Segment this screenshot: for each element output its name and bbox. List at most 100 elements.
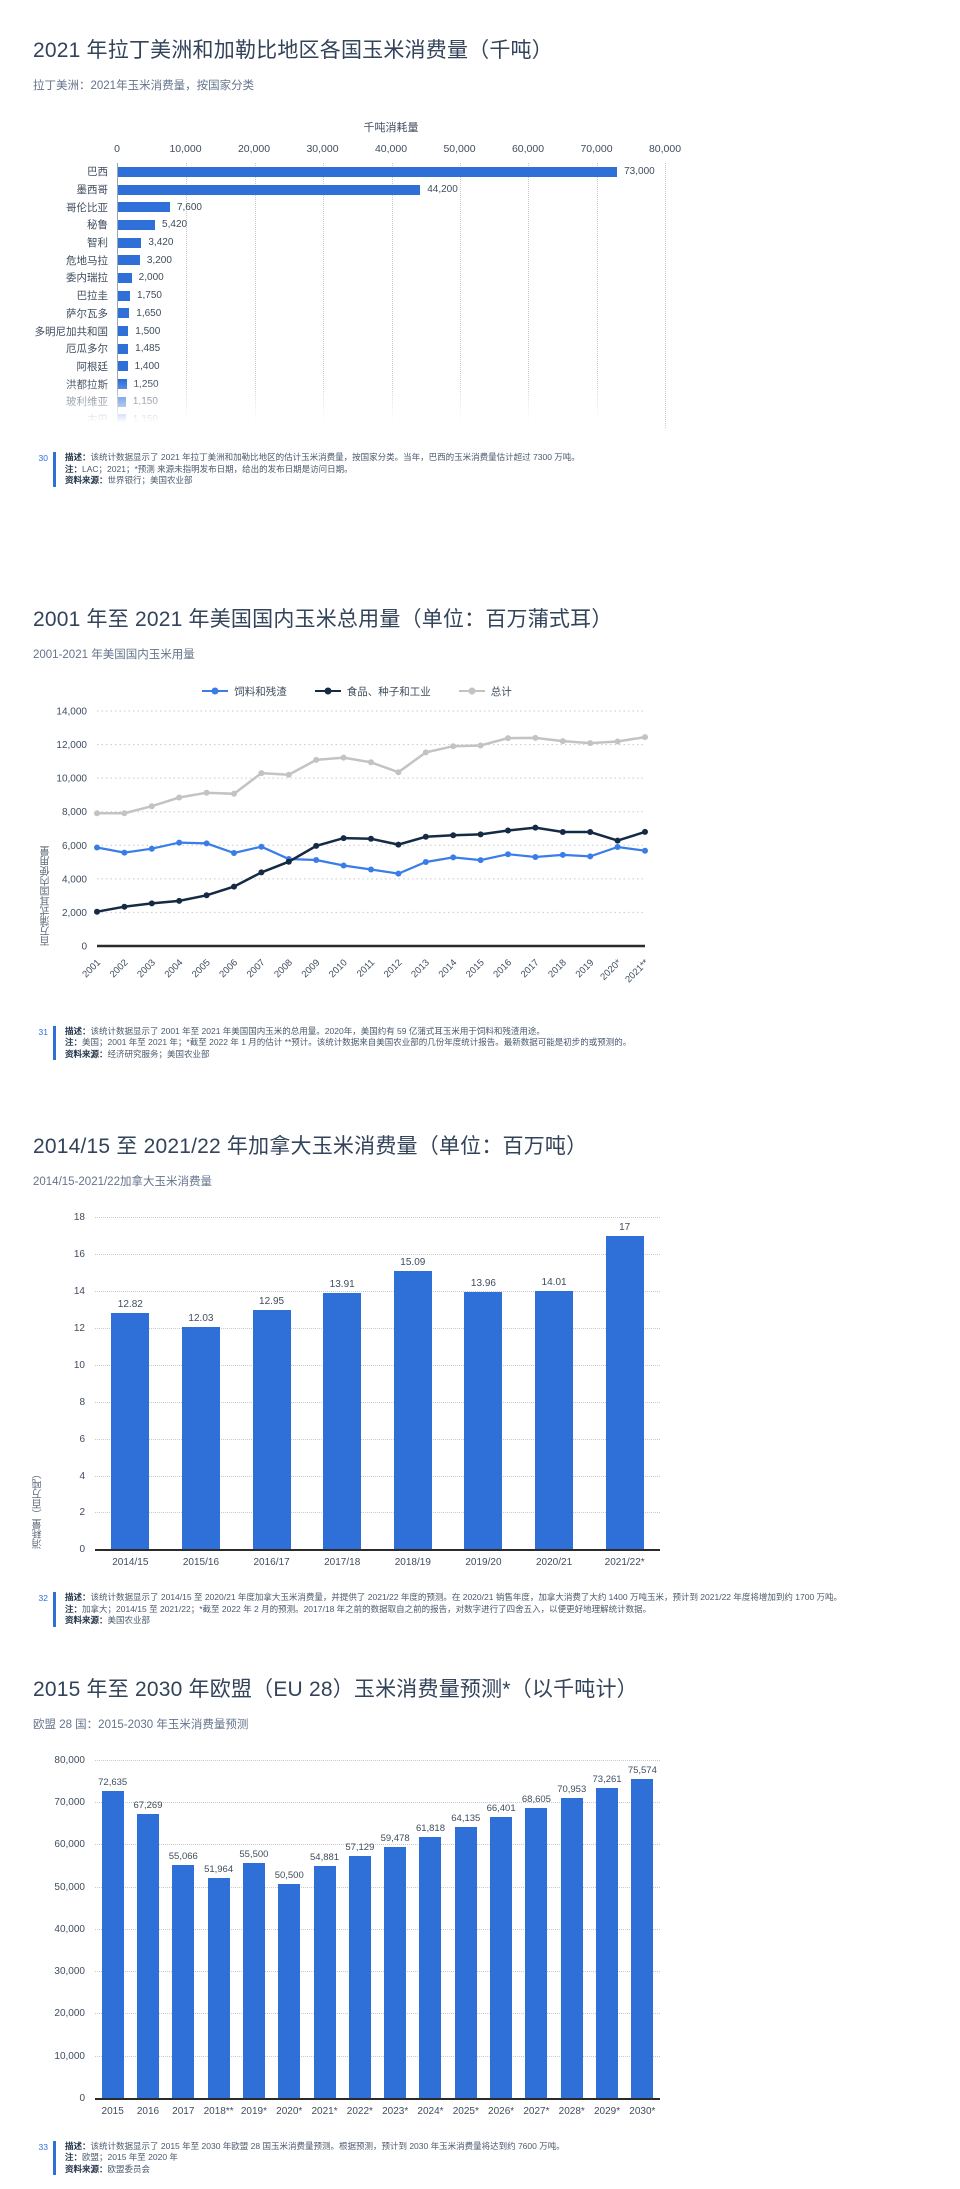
legend-line-marker: [458, 687, 485, 695]
data-point: [422, 858, 429, 865]
bar-column: 54,881: [307, 1760, 342, 2098]
bar: [242, 1863, 265, 2098]
x-axis-labels: 2014/15 2015/16 2016/17 2017/18 2018/19 2019/…: [95, 1557, 660, 1568]
gridline: [95, 2055, 660, 2057]
x-tick-label: 2015/16: [182, 1557, 220, 1569]
y-tick-label: 2: [79, 1507, 85, 1519]
x-tick-label: 2019*: [240, 2105, 267, 2117]
bar: [490, 1817, 513, 2098]
x-tick-label: 40,000: [374, 143, 408, 155]
gridline: [95, 1512, 660, 1514]
data-point: [368, 866, 374, 873]
footnote-accent-bar: [53, 1592, 56, 1627]
y-tick-label: 14: [73, 1286, 85, 1298]
data-point: [176, 794, 183, 801]
y-tick-label: 2,000: [62, 908, 87, 919]
x-tick-label: 2017: [172, 2105, 195, 2117]
gridline: [95, 1401, 660, 1403]
bars: 12.82 12.03 12.95 13.91 15.09 13.96 14.01 17: [95, 1217, 660, 1550]
footnote-number: 30: [38, 453, 48, 464]
gridline: [528, 163, 530, 429]
x-tick-label: 2009: [300, 957, 323, 980]
legend-item-0: 饲料和残渣: [202, 684, 287, 699]
x-tick-label: 2002: [108, 957, 131, 980]
bar: [525, 1807, 548, 2098]
bar-value-label: 44,200: [427, 184, 458, 196]
gridline: [95, 1327, 660, 1329]
data-point: [450, 832, 457, 839]
x-tick-label: 2010: [327, 957, 350, 980]
footnote-source-label: 资料来源：: [65, 1615, 108, 1626]
data-point: [532, 734, 539, 741]
bar-row: 1,500: [118, 322, 665, 340]
bar-value-label: 13.96: [470, 1277, 496, 1289]
x-tick-label: 2029*: [593, 2105, 621, 2117]
legend-dot-icon: [211, 687, 219, 695]
data-point: [94, 844, 100, 851]
category-label: 危地马拉: [66, 254, 108, 267]
footnote-accent-bar: [53, 452, 56, 487]
y-axis-title: 消耗量（百万吨）: [33, 1469, 44, 1550]
bar-value-label: 55,066: [168, 1851, 198, 1863]
bar: [118, 343, 129, 354]
footnote-desc: 该统计数据显示了 2015 年至 2030 年欧盟 28 国玉米消费量预测。根据…: [90, 2140, 565, 2151]
footnote-number: 32: [38, 1593, 48, 1604]
bar-value-label: 68,605: [521, 1793, 551, 1805]
x-axis-title: 千吨消耗量: [363, 122, 419, 134]
footnote-note: LAC；2021；*预测 来源未指明发布日期，给出的发布日期是访问日期。: [82, 463, 353, 474]
data-point: [642, 847, 648, 854]
bar-row: 1,485: [118, 340, 665, 358]
data-point: [559, 828, 566, 835]
section-subtitle: 2014/15-2021/22加拿大玉米消费量: [33, 1176, 212, 1189]
gridline: [95, 1928, 660, 1930]
footnote-source: 美国农业部: [107, 1615, 151, 1626]
category-label: 秘鲁: [87, 219, 108, 232]
category-label: 委内瑞拉: [66, 272, 108, 285]
footnote-desc-label: 描述：: [65, 1025, 91, 1036]
data-point: [368, 759, 374, 766]
bar-column: 55,066: [166, 1760, 201, 2098]
legend-line-marker: [314, 687, 341, 695]
x-tick-label: 2007: [245, 957, 268, 980]
footnote-source: 欧盟委员会: [107, 2163, 151, 2174]
y-tick-label: 4,000: [62, 874, 87, 885]
canada-corn-consumption-bar-chart: 消耗量（百万吨） 0 2 4 6 8 10 12 14 16 18 12.82 12.03 12.95 13…: [33, 1212, 960, 1568]
bar-value-label: 59,478: [380, 1832, 410, 1844]
data-point: [505, 827, 511, 834]
footnote: 33 描述：该统计数据显示了 2015 年至 2030 年欧盟 28 国玉米消费…: [33, 2140, 960, 2176]
bar-column: 73,261: [589, 1760, 624, 2098]
legend-item-2: 总计: [458, 684, 512, 699]
y-tick-label: 40,000: [54, 1923, 85, 1935]
x-tick-label: 2005: [190, 957, 213, 980]
footnote-source-label: 资料来源：: [65, 2163, 108, 2174]
category-label: 玻利维亚: [66, 396, 108, 409]
footnote-text: 描述：该统计数据显示了 2001 年至 2021 年美国国内玉米的总用量。202…: [65, 1026, 631, 1061]
data-point: [422, 833, 429, 840]
x-tick-label: 70,000: [580, 143, 613, 155]
y-tick-label: 20,000: [54, 2008, 85, 2020]
footnote-source-label: 资料来源：: [65, 475, 108, 486]
data-point: [231, 883, 237, 890]
footnote-note: 美国；2001 年至 2021 年；*截至 2022 年 1 月的估计 **预计…: [82, 1037, 632, 1048]
x-tick-label: 2028*: [558, 2105, 585, 2117]
x-tick-label: 2018**: [203, 2105, 234, 2117]
x-tick-label: 2027*: [523, 2105, 550, 2117]
bar: [136, 1813, 159, 2098]
x-tick-label: 60,000: [511, 143, 545, 155]
data-point: [285, 858, 292, 865]
x-tick-label: 2003: [135, 957, 158, 980]
x-tick-label: 2019/20: [465, 1557, 502, 1569]
bar-row: 1,650: [118, 305, 665, 323]
category-label: 巴西: [87, 166, 108, 179]
bar-value-label: 70,953: [557, 1784, 587, 1796]
gridline: [95, 1971, 660, 1973]
vbar-wrap: 0 10,000 20,000 30,000 40,000 50,000 60,000 70,…: [33, 1755, 960, 2117]
x-tick-label: 2017/18: [324, 1557, 361, 1569]
gridline: [459, 163, 461, 429]
data-point: [532, 824, 539, 831]
bar: [118, 414, 126, 425]
bar: [118, 202, 170, 213]
section-eu: 2015 年至 2030 年欧盟（EU 28）玉米消费量预测*（以千吨计） 欧盟…: [0, 1673, 960, 2176]
line-chart-svg: 0 2,000 4,000 6,000 8,000 10,000 12,000 14,000 2…: [56, 706, 651, 985]
footnote-number: 33: [38, 2141, 48, 2152]
